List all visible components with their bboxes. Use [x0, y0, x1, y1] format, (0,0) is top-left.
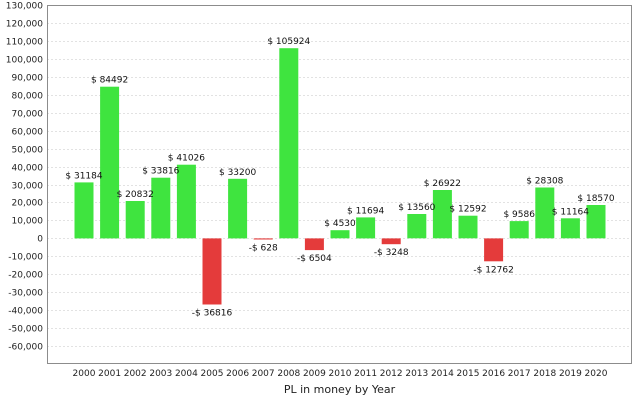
x-tick-label: 2018 — [533, 369, 556, 379]
bar — [228, 178, 248, 239]
bar — [330, 230, 350, 239]
bar — [100, 86, 120, 239]
x-tick-label: 2003 — [149, 369, 172, 379]
x-tick-label: 2005 — [201, 369, 224, 379]
y-tick-label: 80,000 — [12, 92, 44, 102]
x-tick-label: 2004 — [175, 369, 198, 379]
y-tick-label: 70,000 — [12, 110, 44, 120]
bar — [279, 48, 299, 239]
bar — [356, 217, 376, 239]
data-label: $ 12592 — [449, 205, 486, 215]
bar — [253, 238, 273, 240]
data-label: -$ 628 — [249, 244, 278, 254]
bar — [151, 177, 171, 239]
plot-area — [47, 5, 632, 364]
y-tick-label: 90,000 — [12, 74, 44, 84]
data-labels: $ 31184 $ 84492 $ 20832 $ 33816 $ 41026 -$ 36… — [65, 37, 614, 318]
x-tick-label: 2008 — [277, 369, 300, 379]
x-tick-label: 2017 — [508, 369, 531, 379]
gridlines — [47, 5, 632, 347]
y-tick-label: -10,000 — [8, 253, 43, 263]
y-tick-label: 20,000 — [12, 199, 44, 209]
x-tick-label: 2012 — [380, 369, 403, 379]
y-tick-label: 0 — [37, 235, 43, 245]
x-tick-label: 2019 — [559, 369, 582, 379]
bars — [74, 48, 606, 305]
y-tick-label: 10,000 — [12, 217, 44, 227]
bar — [202, 238, 222, 305]
data-label: $ 4530 — [324, 219, 356, 229]
data-label: -$ 12762 — [473, 265, 513, 275]
x-tick-label: 2015 — [457, 369, 480, 379]
data-label: $ 9586 — [503, 210, 535, 220]
bar — [381, 238, 401, 245]
y-tick-label: 130,000 — [6, 2, 43, 12]
y-tick-label: 30,000 — [12, 182, 44, 192]
data-label: $ 11694 — [347, 206, 384, 216]
y-tick-label: 50,000 — [12, 146, 44, 156]
data-label: $ 26922 — [424, 179, 461, 189]
data-label: -$ 6504 — [297, 254, 332, 264]
x-tick-label: 2009 — [303, 369, 326, 379]
data-label: $ 105924 — [267, 37, 310, 47]
x-tick-label: 2013 — [405, 369, 428, 379]
x-tick-label: 2006 — [226, 369, 249, 379]
y-tick-label: -40,000 — [8, 307, 43, 317]
y-tick-label: -30,000 — [8, 289, 43, 299]
data-label: $ 84492 — [91, 76, 128, 86]
bar — [509, 221, 529, 239]
x-tick-label: 2010 — [329, 369, 352, 379]
bar — [432, 190, 452, 239]
x-tick-label: 2020 — [585, 369, 608, 379]
y-tick-label: -20,000 — [8, 271, 43, 281]
y-tick-label: 100,000 — [6, 56, 43, 66]
bar — [125, 201, 145, 239]
plot-frame — [47, 5, 632, 364]
bar — [535, 187, 555, 239]
y-tick-label: -50,000 — [8, 325, 43, 335]
data-label: -$ 36816 — [192, 308, 233, 318]
x-tick-label: 2016 — [482, 369, 505, 379]
bar — [458, 215, 478, 239]
y-tick-label: 110,000 — [6, 38, 43, 48]
data-label: $ 11164 — [552, 207, 589, 217]
data-label: $ 18570 — [577, 194, 614, 204]
data-label: $ 13560 — [398, 203, 435, 213]
bar — [586, 205, 606, 239]
x-tick-label: 2001 — [98, 369, 121, 379]
data-label: -$ 3248 — [374, 248, 409, 258]
x-tick-label: 2014 — [431, 369, 454, 379]
x-tick-label: 2000 — [73, 369, 96, 379]
y-tick-label: 60,000 — [12, 128, 44, 138]
y-axis-ticks: -60,000 -50,000 -40,000 -30,000 -20,000 -10,0… — [6, 2, 43, 353]
data-label: $ 28308 — [526, 177, 563, 187]
bar — [176, 164, 196, 239]
y-tick-label: -60,000 — [8, 343, 43, 353]
x-tick-label: 2011 — [354, 369, 377, 379]
bar — [407, 214, 427, 239]
bar — [304, 238, 324, 251]
bar — [560, 218, 580, 239]
x-tick-label: 2002 — [124, 369, 147, 379]
data-label: $ 41026 — [168, 154, 205, 164]
x-tick-label: 2007 — [252, 369, 275, 379]
data-label: $ 31184 — [65, 171, 102, 181]
x-axis-title: PL in money by Year — [284, 383, 396, 396]
bar — [74, 182, 94, 239]
data-label: $ 33200 — [219, 168, 256, 178]
y-tick-label: 120,000 — [6, 20, 43, 30]
data-label: $ 20832 — [117, 190, 154, 200]
x-axis-ticks: 2000 2001 2002 2003 2004 2005 2006 2007 2008 2009… — [73, 369, 608, 379]
y-tick-label: 40,000 — [12, 164, 44, 174]
bar — [484, 238, 504, 262]
data-label: $ 33816 — [142, 167, 179, 177]
